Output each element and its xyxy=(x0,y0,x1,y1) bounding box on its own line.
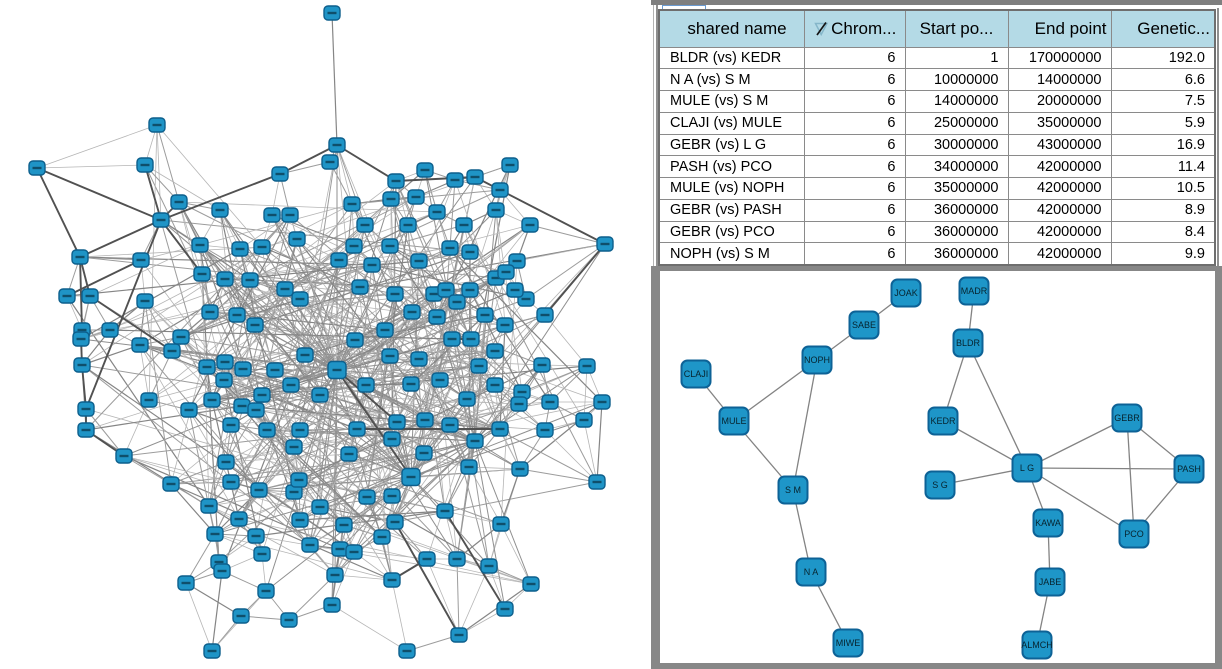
svg-text:S G: S G xyxy=(932,480,948,490)
svg-text:MULE: MULE xyxy=(721,416,746,426)
svg-text:L G: L G xyxy=(1020,463,1034,473)
svg-text:KEDR: KEDR xyxy=(930,416,956,426)
svg-text:N A: N A xyxy=(804,567,819,577)
svg-text:SABE: SABE xyxy=(852,320,876,330)
svg-text:NOPH: NOPH xyxy=(804,355,830,365)
svg-text:S M: S M xyxy=(785,485,801,495)
svg-text:MIWE: MIWE xyxy=(836,638,861,648)
svg-text:ALMCH: ALMCH xyxy=(1021,640,1053,650)
svg-text:MADR: MADR xyxy=(961,286,988,296)
svg-text:PCO: PCO xyxy=(1124,529,1144,539)
svg-text:JABE: JABE xyxy=(1039,577,1062,587)
svg-text:BLDR: BLDR xyxy=(956,338,981,348)
svg-text:GEBR: GEBR xyxy=(1114,413,1140,423)
svg-text:KAWA: KAWA xyxy=(1035,518,1061,528)
svg-text:CLAJI: CLAJI xyxy=(684,369,709,379)
svg-text:PASH: PASH xyxy=(1177,464,1201,474)
svg-text:JOAK: JOAK xyxy=(894,288,918,298)
